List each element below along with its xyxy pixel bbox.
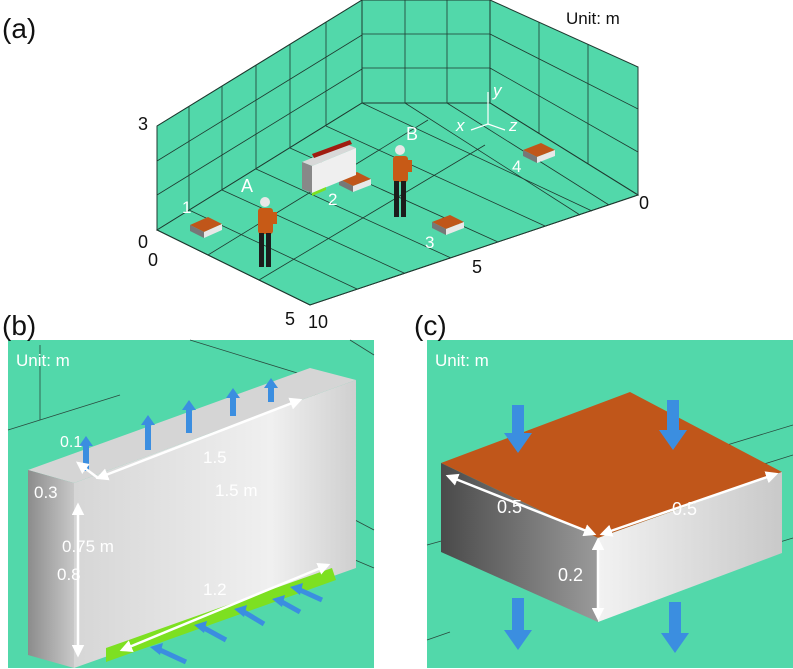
person-b-label: B — [406, 124, 418, 144]
dim-0-3: 0.3 — [34, 483, 58, 502]
tick-z-0: 0 — [639, 193, 649, 213]
diffuser-2-label: 2 — [328, 190, 337, 209]
tick-x-5: 5 — [285, 309, 295, 329]
dim-0-1: 0.1 — [60, 434, 82, 451]
panel-c: (c) Unit: m 0.5 0.5 0.2 — [414, 310, 793, 668]
floor-diffuser-2 — [339, 172, 371, 192]
panel-b-unit: Unit: m — [16, 351, 70, 370]
person-a — [258, 197, 277, 267]
diffuser-3-label: 3 — [425, 233, 434, 252]
diffuser-1-label: 1 — [182, 198, 191, 217]
tick-y-0: 0 — [138, 232, 148, 252]
axis-z-label: z — [508, 116, 518, 135]
dimension-lines-c — [445, 471, 779, 621]
panel-b: (b) Unit: m 0.1 1.5 1.5 m 0.3 0.75 m 0.8… — [2, 310, 375, 668]
floor-diffuser-4 — [523, 143, 555, 163]
back-wall-grid — [362, 0, 490, 103]
tick-y-3: 3 — [138, 114, 148, 134]
dim-0-75-m: 0.75 m — [62, 537, 114, 556]
dim-0-8: 0.8 — [57, 565, 81, 584]
dim-0-2: 0.2 — [558, 565, 583, 585]
tick-x-10: 10 — [308, 312, 328, 332]
person-a-label: A — [241, 176, 253, 196]
person-b — [393, 145, 412, 217]
panel-a-tag: (a) — [2, 13, 36, 44]
dim-0-5-left: 0.5 — [497, 497, 522, 517]
left-wall-grid — [156, 0, 363, 210]
panel-a-unit: Unit: m — [566, 9, 620, 28]
wall-unit-side — [28, 470, 74, 668]
room-back-wall — [361, 0, 491, 104]
supply-arrows — [504, 400, 689, 653]
tick-x-0: 0 — [148, 250, 158, 270]
panel-c-tag: (c) — [414, 310, 447, 341]
wall-unit — [302, 140, 356, 196]
axis-x-label: x — [455, 116, 465, 135]
panel-c-unit: Unit: m — [435, 351, 489, 370]
dim-1-5-m: 1.5 m — [215, 481, 258, 500]
dim-1-2: 1.2 — [203, 580, 227, 599]
dim-1-5: 1.5 — [203, 448, 227, 467]
dim-0-5-right: 0.5 — [672, 499, 697, 519]
floor-diffuser-1 — [190, 217, 222, 238]
diffuser-4-label: 4 — [512, 157, 521, 176]
dimension-lines-b — [71, 397, 331, 658]
room-outline — [156, 67, 639, 306]
floor-diffuser-3 — [432, 215, 464, 235]
axis-y-label: y — [492, 81, 503, 100]
tick-z-5: 5 — [472, 257, 482, 277]
axis-triad — [470, 92, 506, 131]
right-wall-grid — [489, 22, 639, 164]
panel-a: y x z (a) Unit: m 3 0 0 5 10 0 5 A B 1 2… — [2, 0, 649, 332]
panel-b-tag: (b) — [2, 310, 36, 341]
